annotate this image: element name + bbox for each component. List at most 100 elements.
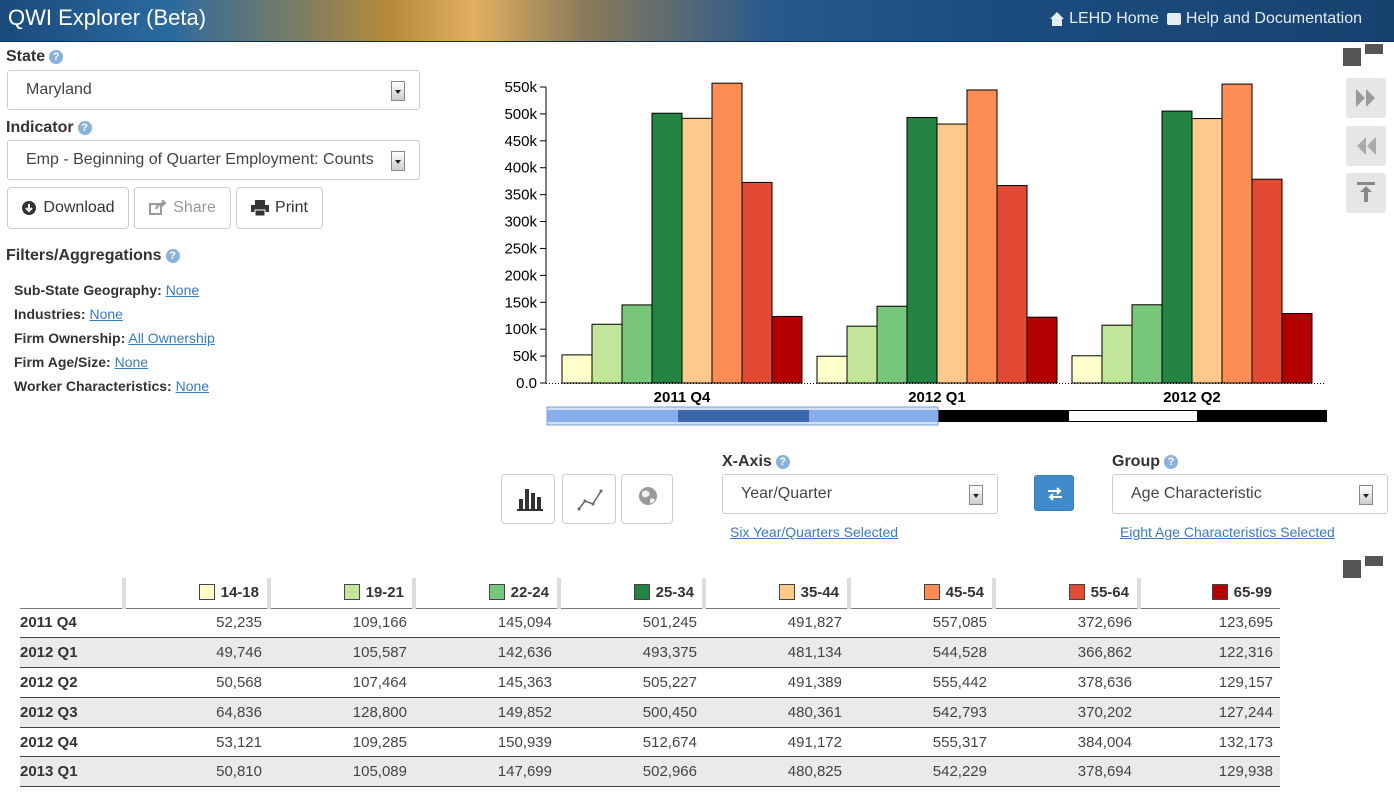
column-header[interactable]: 22-24 xyxy=(412,578,559,609)
group-selection-link[interactable]: Eight Age Characteristics Selected xyxy=(1120,524,1335,540)
filter-value-link[interactable]: None xyxy=(165,282,200,298)
table-cell: 107,464 xyxy=(269,667,414,698)
column-header-label: 55-64 xyxy=(1090,584,1129,602)
filter-row: Firm Ownership: All Ownership xyxy=(14,326,215,350)
table-cell: 127,244 xyxy=(1139,697,1280,728)
map-button[interactable] xyxy=(621,474,673,524)
help-icon[interactable]: ? xyxy=(165,249,180,263)
printer-icon xyxy=(251,200,270,216)
bar xyxy=(816,355,848,384)
column-header[interactable]: 25-34 xyxy=(557,578,704,609)
column-header[interactable]: 14-18 xyxy=(122,578,269,609)
filter-label: Industries: xyxy=(14,306,86,322)
state-label-text: State xyxy=(6,48,46,65)
bar xyxy=(621,304,653,384)
filter-value-link[interactable]: None xyxy=(175,378,210,394)
dropdown-arrow-icon xyxy=(1359,485,1373,505)
table-cell: 52,235 xyxy=(124,608,269,639)
export-button[interactable] xyxy=(1346,173,1386,213)
filters-label: Filters/Aggregations? xyxy=(6,247,180,265)
line-chart-button[interactable] xyxy=(562,474,616,524)
xaxis-select[interactable]: Year/Quarter xyxy=(722,474,998,514)
bar-chart-button[interactable] xyxy=(501,474,555,524)
xaxis-label: X-Axis? xyxy=(722,453,790,471)
help-icon[interactable]: ? xyxy=(1164,455,1178,469)
table-row: 2012 Q4 53,121 109,285 150,939 512,674 491,17… xyxy=(20,727,1280,758)
xaxis-selection-link[interactable]: Six Year/Quarters Selected xyxy=(730,524,899,540)
lehd-home-link[interactable]: LEHD Home xyxy=(1049,10,1159,28)
table-cell: 378,636 xyxy=(994,667,1139,698)
column-header[interactable]: 65-99 xyxy=(1137,578,1280,609)
group-select[interactable]: Age Characteristic xyxy=(1112,474,1388,514)
share-label: Share xyxy=(173,199,216,216)
filter-value-link[interactable]: None xyxy=(114,354,149,370)
row-label: 2011 Q4 xyxy=(20,608,124,639)
column-header[interactable]: 19-21 xyxy=(267,578,414,609)
share-icon xyxy=(149,200,167,215)
table-cell: 49,746 xyxy=(124,637,269,669)
bar xyxy=(711,82,743,384)
table-cell: 64,836 xyxy=(124,697,269,728)
column-header[interactable]: 55-64 xyxy=(992,578,1139,609)
step-back-button[interactable] xyxy=(1346,126,1386,166)
column-header-label: 65-99 xyxy=(1233,584,1272,602)
share-button[interactable]: Share xyxy=(134,187,231,229)
table-cell: 128,800 xyxy=(269,697,414,728)
filter-row: Firm Age/Size: None xyxy=(14,350,215,374)
upload-icon xyxy=(1357,182,1375,202)
bar xyxy=(681,117,713,384)
table-cell: 505,227 xyxy=(559,667,704,698)
help-docs-label: Help and Documentation xyxy=(1185,10,1362,27)
square-icon xyxy=(1343,48,1361,66)
filter-value-link[interactable]: None xyxy=(89,306,123,322)
bar xyxy=(906,116,938,384)
timeline-brush[interactable] xyxy=(546,406,939,426)
indicator-select-value: Emp - Beginning of Quarter Employment: C… xyxy=(26,151,374,168)
filter-label: Firm Ownership: xyxy=(14,330,126,346)
timeline-segment xyxy=(678,410,809,422)
print-button[interactable]: Print xyxy=(236,187,323,229)
table-cell: 480,361 xyxy=(704,697,849,728)
row-label: 2012 Q4 xyxy=(20,727,124,758)
help-docs-link[interactable]: Help and Documentation xyxy=(1166,10,1362,28)
filter-row: Worker Characteristics: None xyxy=(14,374,215,398)
filter-row: Industries: None xyxy=(14,302,215,326)
bar xyxy=(1131,304,1163,384)
y-tick-label: 150k xyxy=(504,294,537,311)
y-tick-label: 550k xyxy=(504,79,537,96)
download-button[interactable]: Download xyxy=(7,187,129,229)
row-label: 2012 Q3 xyxy=(20,697,124,728)
help-icon[interactable]: ? xyxy=(77,121,92,135)
column-header-label: 22-24 xyxy=(510,584,549,602)
state-select[interactable]: Maryland xyxy=(7,70,420,110)
row-label: 2013 Q1 xyxy=(20,756,124,788)
y-tick-label: 0.0 xyxy=(516,375,537,392)
table-row: 2011 Q4 52,235 109,166 145,094 501,245 491,82… xyxy=(20,608,1280,639)
y-tick-label: 350k xyxy=(504,187,537,204)
nav-links: LEHD Home Help and Documentation xyxy=(1049,10,1362,28)
bar xyxy=(996,185,1028,384)
column-header[interactable]: 35-44 xyxy=(702,578,849,609)
step-forward-button[interactable] xyxy=(1346,78,1386,118)
bar xyxy=(1251,178,1283,384)
y-tick-label: 400k xyxy=(504,160,537,177)
data-table: 14-18 19-21 22-24 25-34 35-44 45-54 55-64 65-99… xyxy=(20,578,1280,788)
filters-list: Sub-State Geography: None Industries: Non… xyxy=(14,278,215,398)
swap-axes-button[interactable] xyxy=(1034,475,1074,511)
indicator-select[interactable]: Emp - Beginning of Quarter Employment: C… xyxy=(7,140,420,180)
table-cell: 378,694 xyxy=(994,756,1139,788)
table-cell: 147,699 xyxy=(414,756,559,788)
help-icon[interactable]: ? xyxy=(49,50,64,64)
timeline-segment xyxy=(809,410,938,422)
column-header[interactable]: 45-54 xyxy=(847,578,994,609)
filters-label-text: Filters/Aggregations xyxy=(6,247,162,264)
table-cell: 501,245 xyxy=(559,608,704,639)
table-cell: 145,094 xyxy=(414,608,559,639)
filter-label: Sub-State Geography: xyxy=(14,282,162,298)
table-cell: 370,202 xyxy=(994,697,1139,728)
filter-value-link[interactable]: All Ownership xyxy=(128,330,215,346)
help-icon[interactable]: ? xyxy=(775,455,790,469)
rect-icon xyxy=(1365,556,1383,566)
bar xyxy=(1281,312,1313,384)
rect-icon xyxy=(1365,44,1383,54)
